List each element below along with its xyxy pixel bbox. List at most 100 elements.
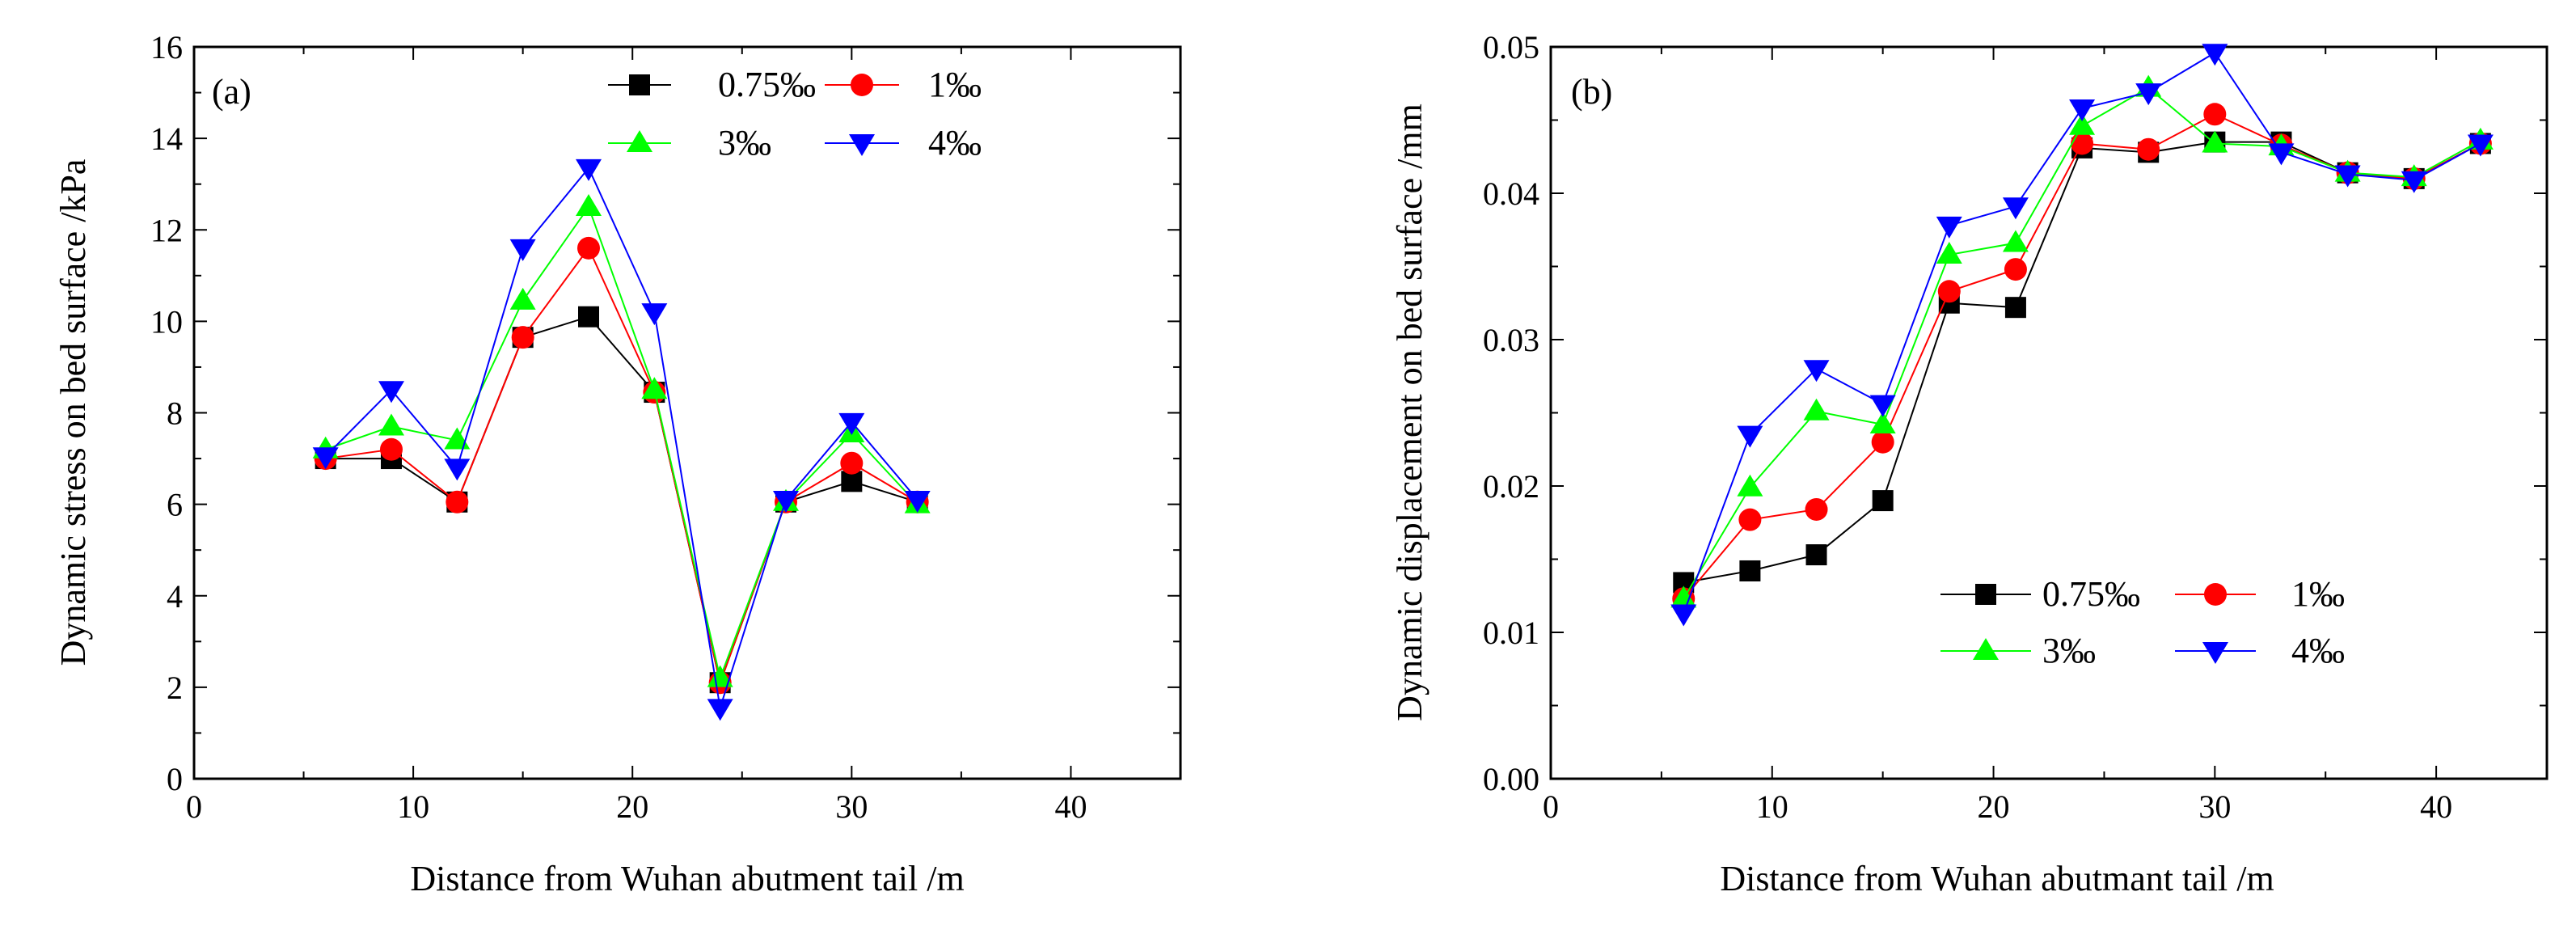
data-point-a-3-7: [773, 490, 799, 513]
chart-a-ticks: 0 10 20 30 40 0 2 4 6 8 10 12 14 16: [150, 29, 1181, 825]
data-point-b-2-3: [1869, 411, 1896, 433]
data-point-a-1-3: [511, 326, 534, 349]
data-point-a-3-4: [576, 158, 602, 181]
data-point-b-3-11: [2401, 171, 2427, 193]
data-point-b-1-5: [2004, 258, 2027, 281]
data-point-a-2-5: [641, 377, 668, 399]
data-point-a-2-3: [509, 287, 536, 310]
data-point-b-3-1: [1737, 425, 1763, 448]
data-point-b-1-4: [1937, 280, 1961, 303]
data-point-a-0-4: [578, 306, 599, 328]
legend-label-b-0: 0.75‰: [2042, 574, 2140, 614]
legend-entry-a-2: 3‰: [608, 123, 771, 163]
legend-marker-a-1: [851, 74, 873, 96]
series-line-b-0: [1683, 141, 2481, 584]
legend-marker-a-2: [627, 130, 652, 152]
data-point-a-3-0: [312, 447, 339, 470]
x-tick-label-b: 40: [2420, 788, 2452, 825]
data-point-b-3-6: [2069, 99, 2096, 122]
legend-label-b-2: 3‰: [2042, 631, 2096, 670]
x-tick-label-b: 0: [1543, 788, 1559, 825]
legend-label-a-0: 0.75‰: [718, 65, 816, 104]
y-tick-label-a: 12: [150, 212, 183, 248]
y-tick-label-a: 4: [167, 578, 183, 615]
legend-entry-a-3: 4‰: [825, 123, 982, 163]
data-point-b-2-0: [1670, 585, 1697, 608]
legend-marker-b-0: [1975, 584, 1996, 605]
x-tick-label-a: 30: [835, 788, 868, 825]
series-line-a-2: [325, 205, 918, 682]
y-tick-label-b: 0.00: [1483, 761, 1539, 797]
legend-entry-a-0: 0.75‰: [608, 65, 816, 104]
series-line-b-1: [1683, 113, 2481, 600]
data-point-a-2-6: [707, 665, 733, 687]
legend-marker-b-1: [2204, 583, 2227, 606]
chart-b-xlabel: Distance from Wuhan abutmant tail /m: [1720, 859, 2274, 898]
data-point-b-1-2: [1805, 497, 1828, 521]
x-tick-label-b: 30: [2198, 788, 2231, 825]
chart-b: (b) Distance from Wuhan abutmant tail /m…: [1390, 29, 2549, 898]
data-point-a-3-6: [707, 699, 733, 721]
legend-entry-b-1: 1‰: [2175, 574, 2345, 614]
y-tick-label-a: 8: [167, 395, 183, 432]
data-point-b-3-12: [2467, 134, 2494, 157]
data-point-b-2-6: [2069, 112, 2096, 135]
y-tick-label-a: 6: [167, 487, 183, 523]
data-point-a-2-4: [576, 193, 602, 216]
data-point-b-0-5: [2004, 297, 2026, 319]
data-point-b-3-0: [1670, 604, 1697, 627]
legend-label-b-3: 4‰: [2291, 631, 2345, 670]
x-tick-label-a: 10: [397, 788, 429, 825]
chart-a-legend: 0.75‰ 1‰ 3‰ 4‰: [608, 65, 982, 163]
x-tick-label-b: 20: [1978, 788, 2010, 825]
chart-b-series: [1670, 44, 2494, 627]
y-tick-label-b: 0.01: [1483, 615, 1539, 651]
legend-marker-a-3: [849, 134, 875, 156]
y-tick-label-b: 0.03: [1483, 322, 1539, 358]
data-point-b-0-3: [1872, 490, 1894, 512]
data-point-a-1-8: [840, 451, 864, 475]
data-point-a-1-4: [577, 236, 600, 260]
chart-a-panel-label: (a): [212, 72, 251, 112]
chart-b-legend: 0.75‰ 1‰ 3‰ 4‰: [1940, 574, 2345, 670]
chart-a-plot-frame: [192, 45, 1182, 780]
legend-entry-a-1: 1‰: [825, 65, 982, 104]
chart-a-xlabel: Distance from Wuhan abutment tail /m: [410, 859, 964, 898]
legend-entry-b-3: 4‰: [2175, 631, 2345, 670]
y-tick-label-a: 16: [150, 29, 183, 66]
x-tick-label-a: 0: [186, 788, 202, 825]
chart-b-panel-label: (b): [1571, 72, 1612, 112]
y-tick-label-a: 0: [167, 761, 183, 797]
data-point-a-1-2: [446, 490, 469, 513]
chart-a-ylabel: Dynamic stress on bed surface /kPa: [53, 159, 93, 666]
data-point-a-3-1: [378, 381, 404, 404]
legend-entry-b-2: 3‰: [1940, 631, 2096, 670]
chart-a: (a) Distance from Wuhan abutment tail /m…: [53, 29, 1182, 898]
data-point-b-0-2: [1805, 544, 1827, 566]
data-point-b-2-1: [1737, 474, 1763, 497]
data-point-b-2-8: [2202, 130, 2228, 153]
data-point-b-2-2: [1803, 398, 1830, 421]
legend-label-a-2: 3‰: [718, 123, 771, 163]
data-point-b-3-7: [2135, 83, 2162, 106]
y-tick-label-a: 10: [150, 303, 183, 340]
y-tick-label-b: 0.05: [1483, 29, 1539, 66]
legend-entry-b-0: 0.75‰: [1940, 574, 2140, 614]
data-point-a-3-3: [509, 239, 536, 261]
data-point-b-2-4: [1936, 242, 1962, 264]
x-tick-label-a: 20: [616, 788, 648, 825]
data-point-b-1-6: [2071, 132, 2094, 155]
data-point-b-3-9: [2268, 143, 2295, 166]
data-point-a-2-1: [378, 413, 404, 436]
legend-label-a-1: 1‰: [928, 65, 982, 104]
data-point-b-0-1: [1739, 560, 1761, 581]
chart-b-ticks: 0 10 20 30 40 0.00 0.01 0.02 0.03 0.04 0.05: [1483, 29, 2548, 825]
legend-label-b-1: 1‰: [2291, 574, 2345, 614]
data-point-a-1-1: [380, 437, 403, 461]
legend-marker-b-3: [2202, 642, 2228, 664]
legend-marker-b-2: [1973, 638, 1999, 660]
data-point-a-3-9: [904, 490, 931, 513]
data-point-b-3-3: [1869, 395, 1896, 417]
data-point-b-1-1: [1738, 508, 1762, 531]
